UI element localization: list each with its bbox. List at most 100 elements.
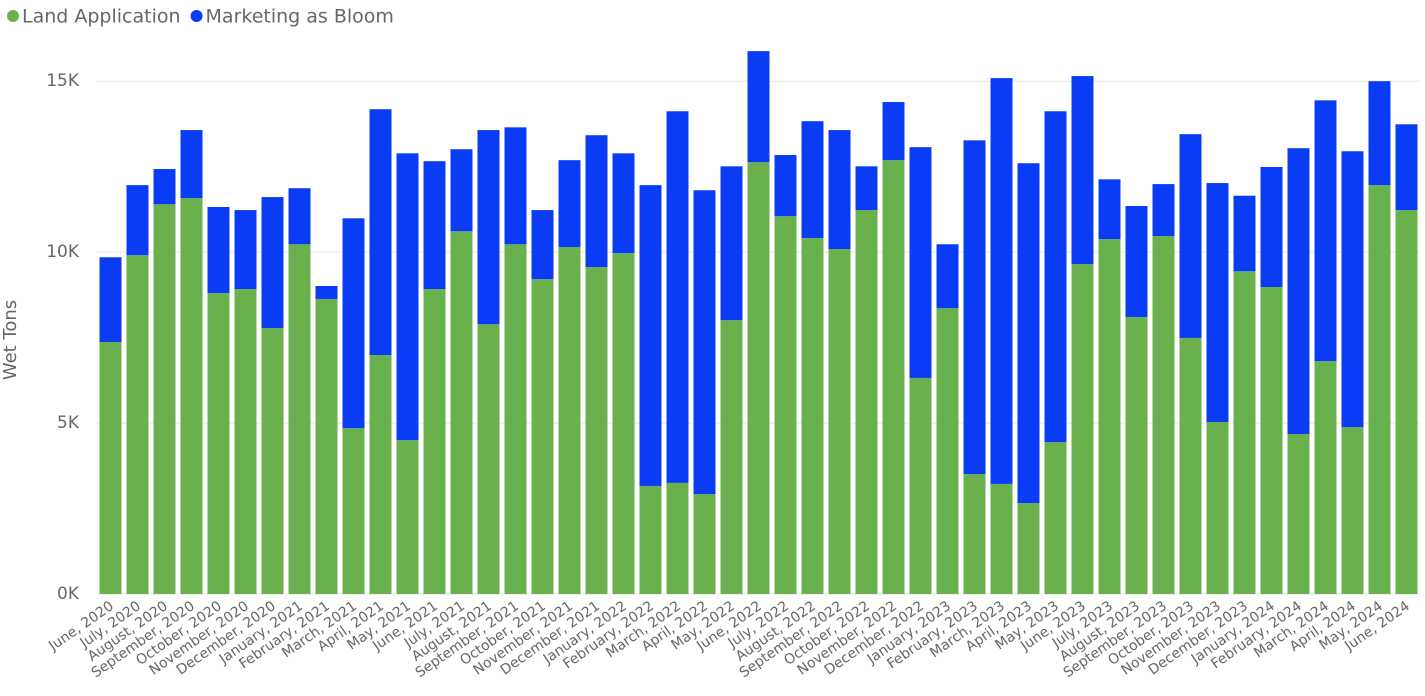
bar-segment bbox=[369, 109, 392, 356]
bar-segment bbox=[1395, 124, 1418, 211]
bar-segment bbox=[207, 293, 230, 594]
bar-segment bbox=[99, 342, 122, 594]
bar-segment bbox=[612, 253, 635, 594]
bar-segment bbox=[585, 135, 608, 268]
bar-segment bbox=[1233, 195, 1256, 272]
bar-segment bbox=[1044, 442, 1067, 594]
bar-segment bbox=[1206, 183, 1229, 423]
bar-segment bbox=[774, 216, 797, 594]
bar-segment bbox=[1071, 76, 1094, 265]
bar-segment bbox=[801, 238, 824, 594]
bar-segment bbox=[828, 249, 851, 594]
bar-segment bbox=[153, 169, 176, 205]
bar-segment bbox=[693, 190, 716, 495]
bar-segment bbox=[855, 210, 878, 594]
bar-segment bbox=[828, 130, 851, 250]
bar-segment bbox=[558, 160, 581, 247]
bar-segment bbox=[126, 255, 149, 594]
bar-segment bbox=[369, 355, 392, 594]
bar-segment bbox=[1179, 337, 1202, 594]
bar-segment bbox=[234, 289, 257, 594]
bar-segment bbox=[315, 285, 338, 299]
bar-segment bbox=[1152, 236, 1175, 594]
y-tick-label: 0K bbox=[57, 584, 80, 604]
bar-segment bbox=[1233, 271, 1256, 594]
bar-segment bbox=[261, 197, 284, 329]
bar-segment bbox=[666, 111, 689, 483]
bar-segment bbox=[666, 482, 689, 594]
bar-segment bbox=[1125, 205, 1148, 318]
bar-segment bbox=[855, 166, 878, 211]
bar-segment bbox=[585, 267, 608, 594]
bar-segment bbox=[531, 279, 554, 594]
bar-segment bbox=[180, 198, 203, 594]
bar-segment bbox=[396, 153, 419, 441]
bar-segment bbox=[423, 161, 446, 290]
bar-segment bbox=[1314, 361, 1337, 594]
bar-segment bbox=[1071, 264, 1094, 594]
bar-segment bbox=[720, 166, 743, 321]
bar-segment bbox=[234, 210, 257, 290]
bar-segment bbox=[99, 257, 122, 343]
bar-segment bbox=[909, 147, 932, 378]
bar-segment bbox=[1341, 427, 1364, 594]
bar-segment bbox=[180, 130, 203, 199]
bar-segment bbox=[1341, 151, 1364, 428]
bar-segment bbox=[639, 485, 662, 594]
bar-segment bbox=[531, 210, 554, 280]
bar-segment bbox=[1260, 286, 1283, 594]
bar-segment bbox=[261, 328, 284, 594]
y-tick-label: 15K bbox=[46, 71, 80, 91]
bar-segment bbox=[936, 308, 959, 594]
bar-segment bbox=[882, 160, 905, 594]
bar-segment bbox=[450, 149, 473, 232]
bar-segment bbox=[423, 289, 446, 594]
bar-segment bbox=[288, 244, 311, 594]
bar-segment bbox=[342, 428, 365, 594]
legend-label: Marketing as Bloom bbox=[206, 6, 394, 28]
bar-segment bbox=[153, 204, 176, 594]
bar-segment bbox=[720, 320, 743, 594]
bar-segment bbox=[1017, 503, 1040, 594]
bar-segment bbox=[1206, 422, 1229, 594]
bar-segment bbox=[747, 51, 770, 163]
bar-segment bbox=[126, 185, 149, 256]
bar-segment bbox=[1179, 134, 1202, 338]
bar-segment bbox=[342, 218, 365, 429]
bar-segment bbox=[1125, 317, 1148, 594]
bar-segment bbox=[963, 140, 986, 475]
bar-segment bbox=[1368, 81, 1391, 186]
y-tick-label: 5K bbox=[57, 413, 80, 433]
bar-segment bbox=[450, 231, 473, 594]
bar-segment bbox=[1098, 239, 1121, 595]
bar-segment bbox=[990, 483, 1013, 594]
bar-segment bbox=[801, 121, 824, 239]
bar-segment bbox=[693, 494, 716, 594]
bar-segment bbox=[504, 127, 527, 245]
bar-segment bbox=[1368, 185, 1391, 594]
legend-marker bbox=[190, 10, 203, 22]
bar-segment bbox=[774, 155, 797, 217]
bar-segment bbox=[288, 188, 311, 245]
bar-segment bbox=[396, 440, 419, 594]
bar-segment bbox=[315, 298, 338, 594]
bar-segment bbox=[477, 324, 500, 594]
bar-segment bbox=[936, 244, 959, 309]
bar-segment bbox=[1017, 163, 1040, 504]
bar-segment bbox=[612, 153, 635, 254]
y-tick-label: 10K bbox=[46, 242, 80, 262]
bar-segment bbox=[504, 244, 527, 594]
bar-segment bbox=[990, 78, 1013, 484]
bar-segment bbox=[1395, 210, 1418, 594]
bar-segment bbox=[1260, 166, 1283, 287]
bar-segment bbox=[1287, 148, 1310, 435]
bar-segment bbox=[639, 185, 662, 486]
bar-segment bbox=[477, 130, 500, 325]
legend-marker bbox=[7, 10, 19, 22]
bar-segment bbox=[747, 162, 770, 595]
bar-segment bbox=[207, 206, 230, 294]
y-axis-label: Wet Tons bbox=[0, 300, 21, 380]
bar-segment bbox=[1287, 434, 1310, 594]
bar-segment bbox=[1314, 100, 1337, 362]
bar-segment bbox=[558, 246, 581, 594]
